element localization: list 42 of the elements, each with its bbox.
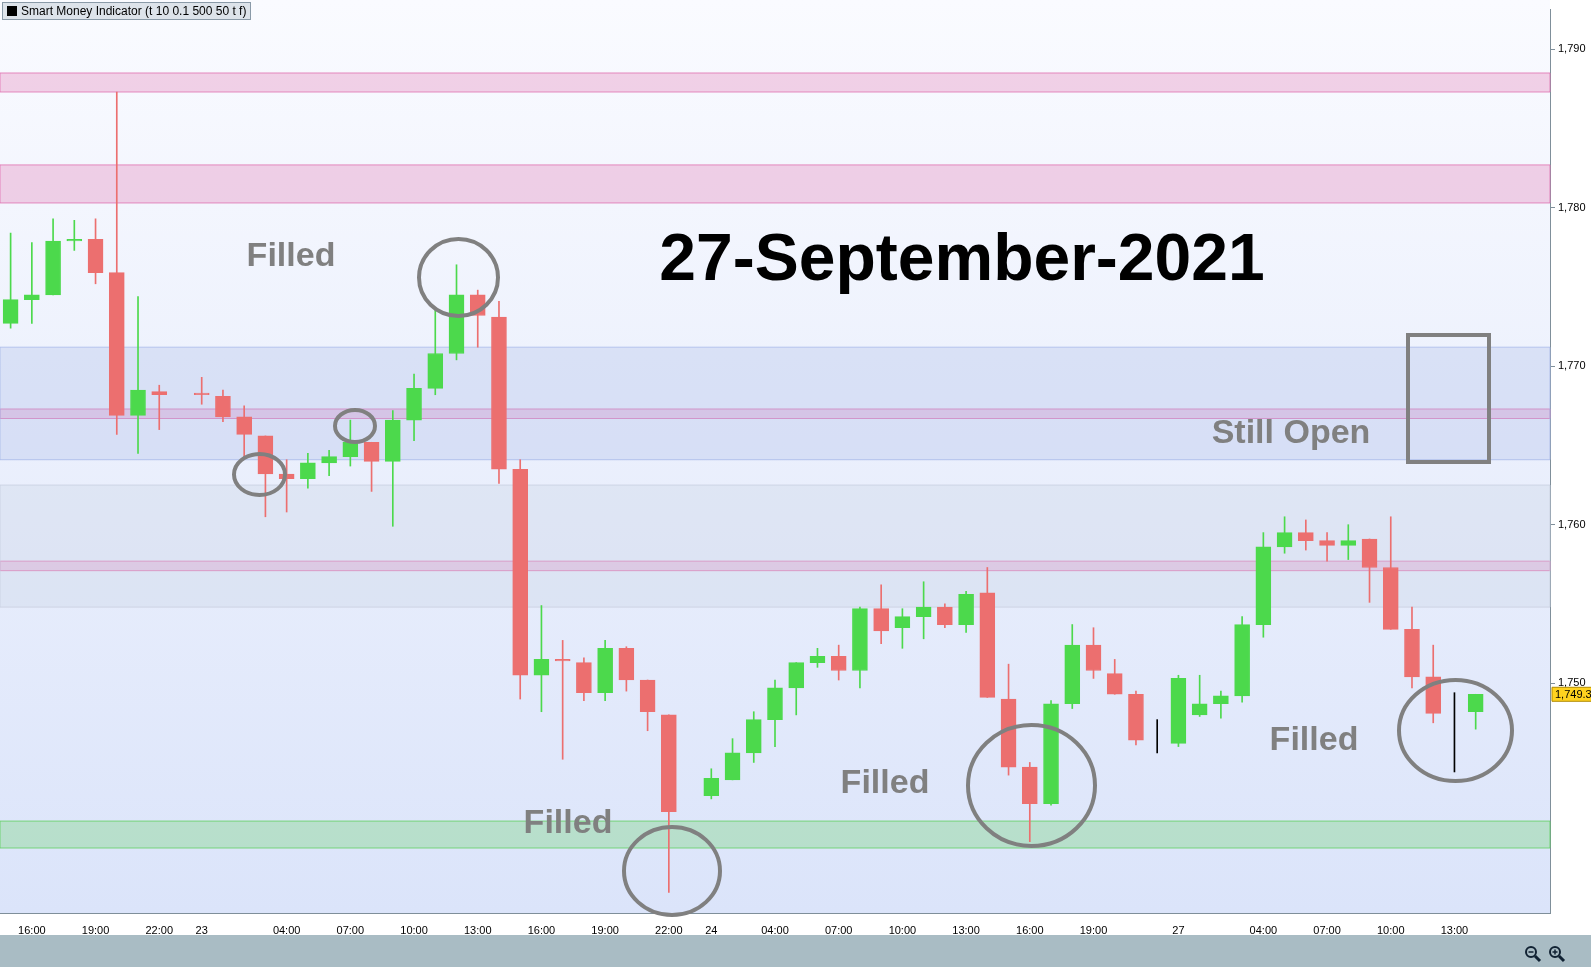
y-tick-label: 1,790: [1558, 42, 1586, 55]
x-tick-label: 10:00: [400, 923, 428, 936]
candlestick: [554, 640, 571, 760]
y-tick-label: 1,750: [1558, 676, 1586, 689]
annotation: Still Open: [1211, 412, 1371, 451]
x-tick-label: 10:00: [1376, 923, 1405, 936]
x-tick-label: 22:00: [655, 923, 683, 936]
x-tick-label: 19:00: [1079, 923, 1108, 936]
x-tick-label: 27: [1172, 923, 1185, 936]
x-tick-label: 13:00: [1440, 923, 1469, 936]
x-tick-label: 13:00: [463, 923, 492, 936]
annotation: Smart Money Indicator (t 10 0.1 500 50 t f): [21, 4, 247, 18]
annotation: 1,749.3: [1555, 688, 1591, 701]
y-tick-label: 1,760: [1558, 517, 1586, 530]
x-tick-label: 16:00: [527, 923, 556, 936]
candlestick: [1340, 524, 1357, 560]
x-tick-label: 07:00: [336, 923, 365, 936]
x-tick-label: 04:00: [272, 923, 301, 936]
y-tick-label: 1,770: [1558, 359, 1586, 372]
x-tick-label: 16:00: [18, 923, 46, 936]
x-tick-label: 23: [195, 923, 208, 936]
x-tick-label: 19:00: [591, 923, 619, 936]
x-tick-label: 22:00: [145, 923, 174, 936]
x-tick-label: 04:00: [761, 923, 789, 936]
x-tick-label: 10:00: [888, 923, 917, 936]
x-tick-label: 07:00: [824, 923, 853, 936]
y-tick-label: 1,780: [1558, 200, 1586, 213]
x-tick-label: 07:00: [1313, 923, 1341, 936]
candlestick: [1319, 532, 1335, 562]
x-tick-label: 04:00: [1249, 923, 1278, 936]
x-tick-label: 16:00: [1016, 923, 1044, 936]
x-tick-label: 19:00: [81, 923, 110, 936]
annotation: Filled: [523, 802, 613, 841]
x-tick-label: 13:00: [952, 923, 980, 936]
candlestick: [151, 384, 168, 430]
annotation: Filled: [1269, 719, 1359, 758]
x-tick-label: 24: [705, 923, 718, 936]
candlestick: [66, 220, 83, 251]
text: 27-September-2021: [659, 220, 1265, 295]
candlestick: [130, 296, 146, 454]
annotation: Filled: [246, 235, 336, 274]
annotation: Filled: [840, 762, 930, 801]
